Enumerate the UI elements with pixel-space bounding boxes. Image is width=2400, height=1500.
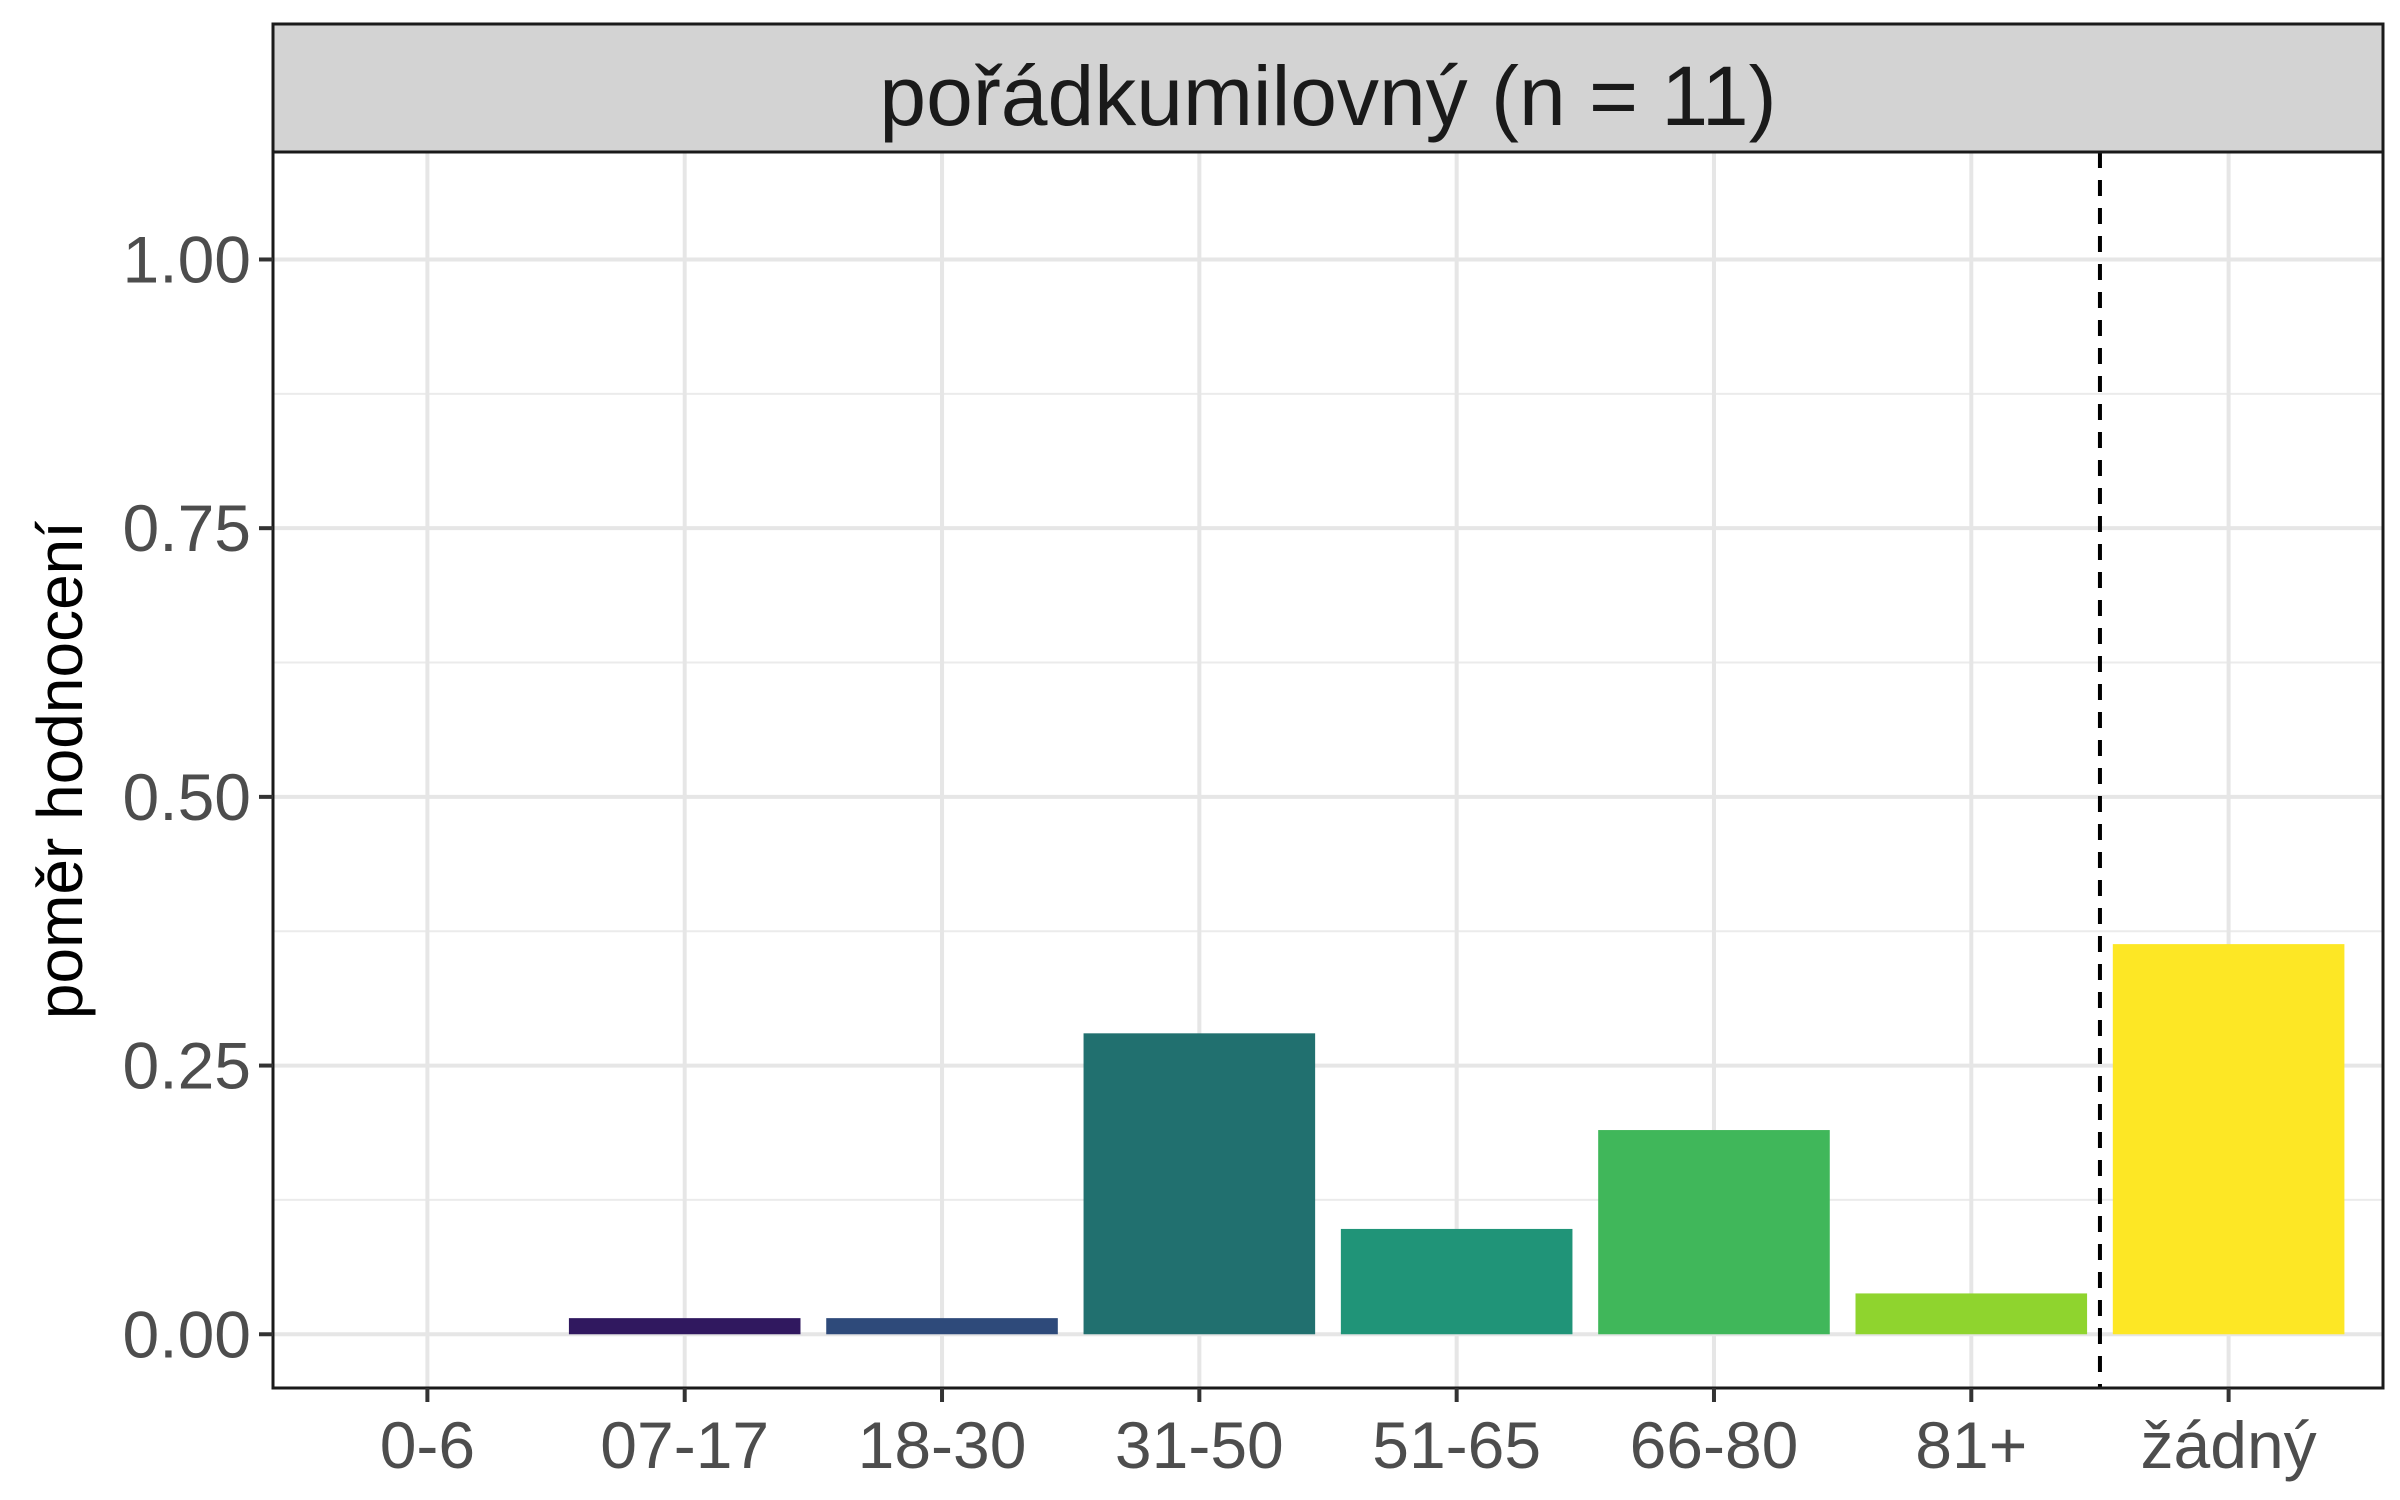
x-axis: 0-6 07-17 18-30 31-50 51-65 66-80 81+ žádný (380, 1388, 2317, 1482)
x-tick-label: 31-50 (1115, 1408, 1284, 1482)
x-tick-label: 18-30 (858, 1408, 1027, 1482)
minor-gridlines (273, 392, 2383, 1201)
y-tick-label: 0.25 (123, 1029, 251, 1103)
x-tick-label: 51-65 (1372, 1408, 1541, 1482)
y-tick-label: 0.00 (123, 1297, 251, 1371)
facet-strip (271, 22, 2385, 154)
facet-title: pořádkumilovný (n = 11) (879, 49, 1776, 143)
bar-51-65 (1340, 1228, 1573, 1335)
bar-66-80 (1598, 1130, 1830, 1335)
x-tick-label: 07-17 (600, 1408, 769, 1482)
major-gridlines (273, 152, 2383, 1388)
x-tick-label: žádný (2141, 1408, 2317, 1482)
plot-panel (273, 152, 2383, 1388)
bar-18-30 (826, 1318, 1058, 1335)
bar-81+ (1855, 1293, 2088, 1335)
x-tick-label: 66-80 (1630, 1408, 1799, 1482)
y-tick-label: 0.50 (123, 760, 251, 834)
plot-panel-border (271, 150, 2385, 1390)
y-tick-label: 1.00 (123, 222, 251, 296)
bar-žádný (2112, 944, 2345, 1335)
y-axis-title: poměr hodnocení (24, 521, 96, 1019)
x-tick-label: 81+ (1915, 1408, 2027, 1482)
bar-31-50 (1083, 1033, 1316, 1335)
x-tick-label: 0-6 (380, 1408, 475, 1482)
y-axis: 0.00 0.25 0.50 0.75 1.00 (123, 222, 273, 1371)
y-tick-label: 0.75 (123, 491, 251, 565)
bars (568, 944, 2345, 1335)
bar-07-17 (568, 1318, 801, 1335)
